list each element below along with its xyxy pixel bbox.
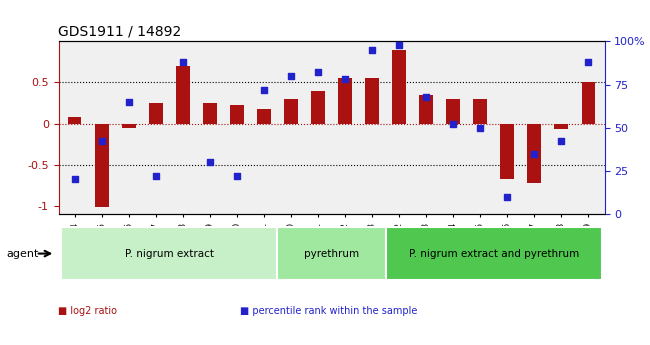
Point [583, 59, 593, 65]
Bar [473, 99, 487, 124]
Text: P. nigrum extract and pyrethrum: P. nigrum extract and pyrethrum [409, 249, 578, 258]
Point [177, 59, 188, 65]
Bar [122, 124, 136, 128]
Point [151, 173, 161, 179]
Point [340, 77, 350, 82]
Bar [338, 78, 352, 124]
Bar [95, 124, 109, 207]
Text: pyrethrum: pyrethrum [304, 249, 359, 258]
Point [70, 177, 80, 182]
Bar [393, 50, 406, 124]
Point [367, 47, 377, 53]
Bar [257, 109, 270, 124]
Text: GDS1911 / 14892: GDS1911 / 14892 [58, 25, 182, 39]
Point [529, 151, 539, 156]
Text: P. nigrum extract: P. nigrum extract [125, 249, 214, 258]
Point [394, 42, 404, 48]
Text: ■ percentile rank within the sample: ■ percentile rank within the sample [240, 306, 418, 315]
FancyBboxPatch shape [61, 227, 278, 280]
Bar [419, 95, 433, 124]
FancyBboxPatch shape [278, 227, 385, 280]
Bar [527, 124, 541, 183]
Bar [68, 117, 81, 124]
Bar [311, 91, 325, 124]
Point [259, 87, 269, 92]
FancyBboxPatch shape [385, 227, 602, 280]
Bar [447, 99, 460, 124]
Bar [230, 106, 244, 124]
Bar [554, 124, 568, 129]
Bar [176, 66, 190, 124]
Bar [582, 82, 595, 124]
Point [205, 159, 215, 165]
Text: agent: agent [6, 249, 39, 258]
Point [313, 70, 323, 75]
Bar [284, 99, 298, 124]
Bar [149, 103, 162, 124]
Point [231, 173, 242, 179]
Bar [203, 103, 216, 124]
Point [286, 73, 296, 79]
Point [448, 121, 458, 127]
Point [556, 139, 566, 144]
Bar [365, 78, 379, 124]
Point [421, 94, 432, 99]
Point [502, 194, 512, 199]
Point [97, 139, 107, 144]
Bar [500, 124, 514, 179]
Point [475, 125, 486, 130]
Point [124, 99, 134, 105]
Text: ■ log2 ratio: ■ log2 ratio [58, 306, 118, 315]
